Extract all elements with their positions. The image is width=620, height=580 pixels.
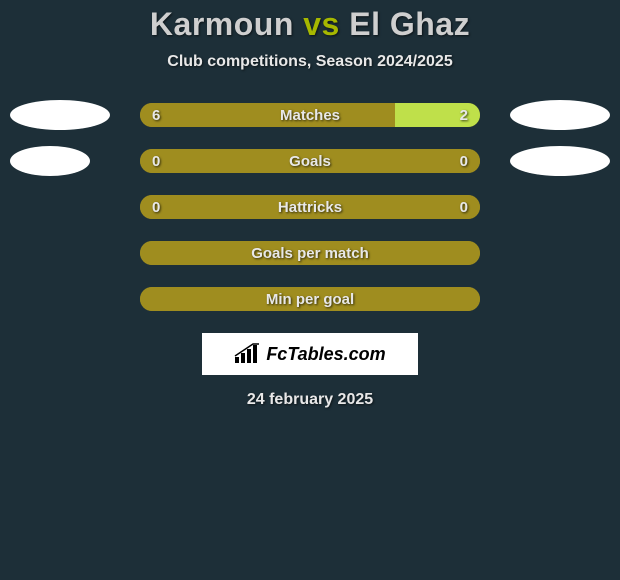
logo-box: FcTables.com — [202, 333, 418, 375]
player2-name: El Ghaz — [349, 6, 470, 42]
player1-name: Karmoun — [150, 6, 294, 42]
logo-text: FcTables.com — [266, 344, 385, 365]
bar-chart-icon — [234, 343, 260, 365]
stat-row: Min per goal — [0, 287, 620, 311]
player2-marker — [510, 100, 610, 130]
player2-marker — [510, 146, 610, 176]
vs-text: vs — [303, 6, 340, 42]
stat-value-right: 0 — [460, 199, 468, 216]
stat-row: Goals per match — [0, 241, 620, 265]
stat-rows: 6Matches20Goals00Hattricks0Goals per mat… — [0, 103, 620, 311]
player1-marker — [10, 100, 110, 130]
stat-row: 6Matches2 — [0, 103, 620, 127]
stat-bar: Goals per match — [140, 241, 480, 265]
card-date: 24 february 2025 — [0, 391, 620, 409]
card-title: Karmoun vs El Ghaz — [0, 6, 620, 43]
stat-row: 0Hattricks0 — [0, 195, 620, 219]
stat-value-right: 2 — [460, 107, 468, 124]
stat-label: Goals — [140, 153, 480, 170]
stat-value-right: 0 — [460, 153, 468, 170]
stat-bar: 0Goals0 — [140, 149, 480, 173]
stat-label: Matches — [140, 107, 480, 124]
stat-bar: 0Hattricks0 — [140, 195, 480, 219]
stat-bar: Min per goal — [140, 287, 480, 311]
comparison-card: Karmoun vs El Ghaz Club competitions, Se… — [0, 0, 620, 580]
stat-row: 0Goals0 — [0, 149, 620, 173]
stat-label: Min per goal — [140, 291, 480, 308]
stat-label: Hattricks — [140, 199, 480, 216]
player1-marker — [10, 146, 90, 176]
stat-label: Goals per match — [140, 245, 480, 262]
card-subtitle: Club competitions, Season 2024/2025 — [0, 53, 620, 71]
stat-bar: 6Matches2 — [140, 103, 480, 127]
